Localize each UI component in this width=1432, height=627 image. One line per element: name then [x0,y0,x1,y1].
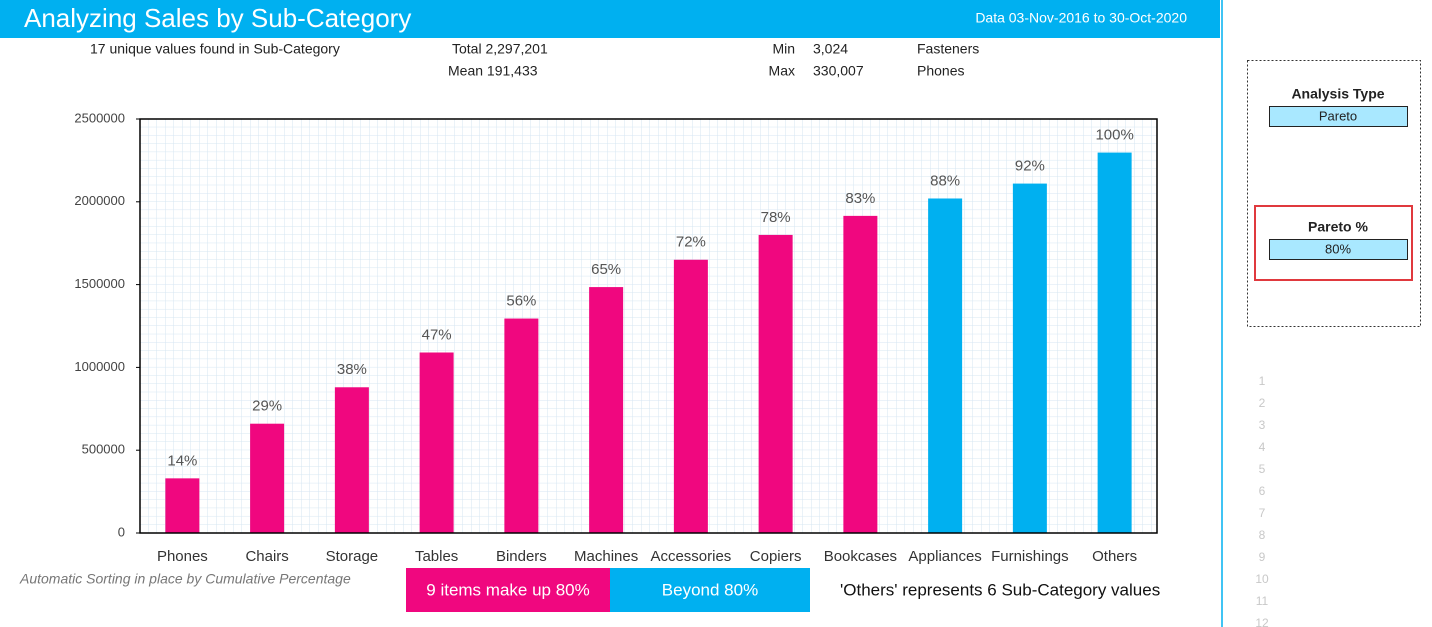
x-tick-label: Machines [574,548,638,565]
y-tick-label: 500000 [82,442,125,457]
percent-label: 78% [761,209,791,226]
x-tick-label: Tables [415,548,458,565]
bar [673,259,708,533]
plot-border [139,118,1158,534]
row-number: 7 [1259,506,1266,520]
percent-label: 14% [167,452,197,469]
plot-area [140,119,1157,533]
percent-label: 29% [252,398,282,415]
row-number: 4 [1259,440,1266,454]
row-number: 1 [1259,374,1266,388]
row-number: 12 [1255,616,1269,627]
bar [589,287,624,533]
row-number: 9 [1259,550,1266,564]
chart: 0 500000 1000000 1500000 2000000 2500000 Phone… [74,110,1137,565]
min-value: 3,024 [813,41,848,57]
bar [165,478,200,533]
bar [928,198,963,533]
x-tick-label: Furnishings [991,548,1069,565]
legend-label: 9 items make up 80% [426,580,589,599]
legend-label: Beyond 80% [662,580,758,599]
x-tick-label: Phones [157,548,208,565]
x-tick-label: Binders [496,548,547,565]
percent-label: 65% [591,261,621,278]
percent-label: 92% [1015,158,1045,175]
analysis-type-value[interactable]: Pareto [1319,108,1357,123]
min-label: Min [772,41,795,57]
bar [250,423,285,533]
date-range: Data 03-Nov-2016 to 30-Oct-2020 [975,10,1187,26]
pareto-input[interactable] [1269,239,1408,260]
pareto-value[interactable]: 80% [1325,241,1351,256]
y-tick-label: 2000000 [74,193,125,208]
y-tick-label: 2500000 [74,110,125,125]
bar [504,318,539,533]
y-tick-label: 1500000 [74,276,125,291]
min-item: Fasteners [917,41,979,57]
others-note: 'Others' represents 6 Sub-Category value… [840,580,1160,599]
row-number: 10 [1255,572,1269,586]
percent-label: 47% [422,326,452,343]
legend-box [406,568,610,612]
row-number: 8 [1259,528,1266,542]
max-item: Phones [917,63,964,79]
percent-label: 83% [845,190,875,207]
x-tick-label: Copiers [750,548,802,565]
x-tick-label: Appliances [908,548,981,565]
percent-label: 56% [506,293,536,310]
sort-note: Automatic Sorting in place by Cumulative… [19,571,351,587]
control-panel [1247,60,1421,327]
bar [843,215,878,533]
row-number: 3 [1259,418,1266,432]
bar [758,234,793,534]
bar [419,352,454,533]
row-number: 2 [1259,396,1266,410]
row-number: 11 [1256,594,1269,608]
total: Total 2,297,201 [452,41,548,57]
mean: Mean 191,433 [448,63,538,79]
unique-count: 17 unique values found in Sub-Category [90,41,340,57]
bar [1012,183,1047,534]
analysis-type-label: Analysis Type [1291,86,1384,102]
max-value: 330,007 [813,63,864,79]
legend: 9 items make up 80% Beyond 80% [406,568,810,612]
percent-label: 72% [676,234,706,251]
bar [1097,152,1132,534]
x-tick-label: Storage [326,548,379,565]
percent-label: 100% [1095,127,1133,144]
y-tick-label: 0 [118,524,125,539]
x-tick-label: Accessories [650,548,731,565]
y-tick-label: 1000000 [74,359,125,374]
page-title: Analyzing Sales by Sub-Category [24,3,411,33]
x-tick-label: Bookcases [824,548,897,565]
legend-box [610,568,810,612]
percent-label: 38% [337,361,367,378]
row-number: 6 [1259,484,1266,498]
highlight-box [1254,205,1413,281]
analysis-type-input[interactable] [1269,106,1408,127]
max-label: Max [769,63,795,79]
row-number: 5 [1259,462,1266,476]
x-tick-label: Others [1092,548,1137,565]
bar [334,387,369,533]
x-tick-label: Chairs [245,548,288,565]
percent-label: 88% [930,172,960,189]
pareto-label: Pareto % [1308,219,1368,235]
header-bar [0,0,1220,38]
